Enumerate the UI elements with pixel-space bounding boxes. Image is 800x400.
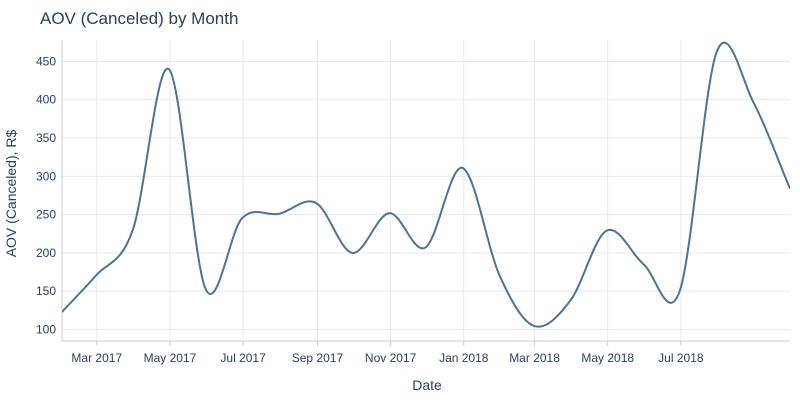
- x-tick-label: May 2018: [581, 351, 634, 365]
- data-point: [751, 101, 757, 107]
- y-tick-label: 150: [36, 284, 56, 298]
- data-point: [677, 288, 683, 294]
- x-axis-title: Date: [412, 377, 442, 393]
- y-tick-label: 200: [36, 246, 56, 260]
- data-point: [787, 186, 793, 192]
- data-point: [386, 210, 392, 216]
- data-point: [641, 261, 647, 267]
- series-line: [62, 41, 790, 328]
- data-point: [497, 273, 503, 279]
- data-point: [276, 211, 282, 217]
- data-point: [349, 250, 355, 256]
- chart-title: AOV (Canceled) by Month: [40, 9, 239, 28]
- x-tick-label: Jan 2018: [439, 351, 489, 365]
- x-tick-label: Jul 2018: [658, 351, 704, 365]
- data-point: [313, 200, 319, 206]
- data-point: [714, 48, 720, 54]
- y-tick-label: 250: [36, 208, 56, 222]
- data-point: [203, 287, 209, 293]
- data-point: [460, 165, 466, 171]
- data-point: [422, 245, 428, 251]
- x-tick-label: Jul 2017: [220, 351, 266, 365]
- y-axis-title: AOV (Canceled), R$: [3, 129, 19, 257]
- data-point: [530, 323, 536, 329]
- data-point: [239, 215, 245, 221]
- data-point: [166, 66, 172, 72]
- x-tick-label: Sep 2017: [292, 351, 344, 365]
- data-point: [59, 309, 65, 315]
- y-tick-label: 100: [36, 323, 56, 337]
- x-tick-label: Nov 2017: [365, 351, 417, 365]
- y-tick-label: 450: [36, 54, 56, 68]
- data-point: [130, 227, 136, 233]
- data-point: [568, 297, 574, 303]
- x-tick-label: May 2017: [144, 351, 197, 365]
- x-tick-label: Mar 2017: [71, 351, 122, 365]
- data-point: [93, 273, 99, 279]
- y-tick-label: 300: [36, 169, 56, 183]
- y-tick-label: 400: [36, 93, 56, 107]
- x-tick-label: Mar 2018: [509, 351, 560, 365]
- data-point: [604, 228, 610, 234]
- y-tick-label: 350: [36, 131, 56, 145]
